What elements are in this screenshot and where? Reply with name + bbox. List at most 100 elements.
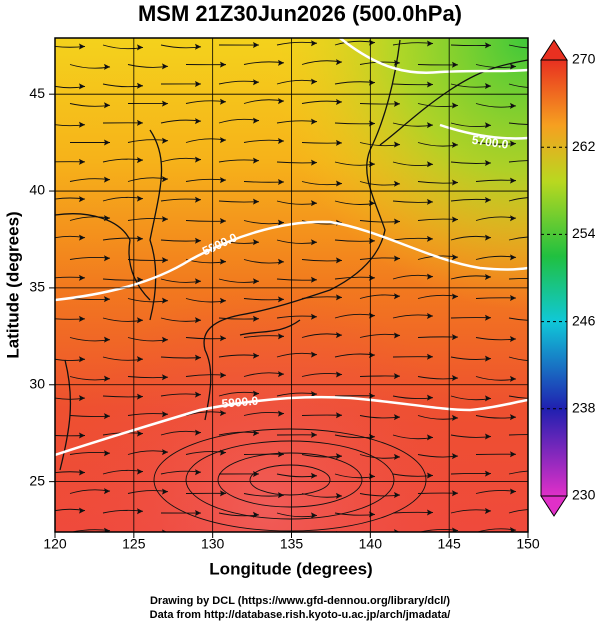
streamline-arrow	[137, 430, 143, 437]
streamline-arrow	[220, 98, 226, 105]
streamline-arrow	[220, 258, 226, 265]
streamline-arrow	[162, 257, 168, 264]
streamline-arrow	[336, 371, 342, 378]
streamline-arrow	[427, 273, 433, 280]
streamline-arrow	[162, 297, 168, 304]
streamline-arrow	[568, 215, 574, 221]
streamline-arrow	[253, 278, 259, 285]
streamline-arrow	[278, 371, 284, 378]
streamline-arrow	[104, 527, 110, 532]
streamline-arrow	[220, 218, 226, 225]
streamline-arrow	[394, 373, 400, 380]
streamline-arrow	[485, 314, 491, 321]
streamline-arrow	[220, 335, 226, 342]
streamline-arrow	[162, 137, 168, 144]
streamline-arrow	[278, 333, 284, 340]
streamline	[217, 452, 363, 508]
streamline-arrow	[452, 453, 458, 460]
streamline-arrow	[137, 276, 143, 283]
colorbar-tick-label: 270	[572, 51, 596, 67]
x-axis-title: Longitude (degrees)	[209, 559, 372, 578]
streamline-arrow	[195, 469, 201, 476]
streamline-arrow	[278, 219, 284, 226]
x-tick-label: 130	[201, 536, 225, 552]
streamline-arrow	[394, 453, 400, 460]
streamline	[244, 533, 284, 537]
streamline-arrow	[427, 509, 433, 516]
streamline-arrow	[162, 374, 168, 381]
credit: Drawing by DCL (https://www.gfd-dennou.o…	[150, 595, 450, 607]
streamline-arrow	[452, 527, 458, 532]
streamline-arrow	[311, 200, 317, 207]
contour-line	[55, 395, 528, 457]
streamline-arrow	[162, 449, 168, 456]
x-tick-label: 145	[437, 536, 461, 552]
streamline-arrow	[220, 410, 226, 417]
streamline-arrow	[427, 394, 433, 401]
streamline	[508, 44, 528, 49]
colorbar	[540, 59, 568, 497]
streamline	[508, 356, 528, 361]
streamline-arrow	[336, 453, 342, 460]
colorbar-tick-label: 238	[572, 400, 596, 416]
x-tick-label: 135	[280, 536, 304, 552]
streamline-arrow	[104, 176, 110, 183]
streamline-arrow	[336, 332, 342, 339]
streamline-arrow	[278, 451, 284, 458]
streamline-arrow	[253, 430, 259, 437]
streamline-arrow	[137, 468, 143, 475]
streamline-arrow	[195, 80, 201, 87]
streamline-arrow	[311, 78, 317, 85]
contour-label: 5700.0	[471, 133, 510, 152]
streamline-arrow	[485, 234, 491, 241]
streamline-arrow	[253, 117, 259, 124]
streamline-arrow	[278, 178, 284, 185]
streamline-arrow	[137, 119, 143, 126]
streamline-arrow	[278, 138, 284, 145]
streamline-arrow	[568, 450, 574, 456]
streamline-arrow	[394, 218, 400, 225]
streamline-arrow	[104, 296, 110, 303]
streamline-arrow	[104, 450, 110, 457]
streamline-arrow	[568, 375, 574, 381]
streamline-arrow	[79, 395, 85, 402]
streamline-arrow	[452, 216, 458, 223]
y-axis-title: Latitude (degrees)	[3, 211, 22, 358]
streamline	[508, 470, 528, 475]
streamline-arrow	[510, 140, 516, 147]
streamline-arrow	[195, 43, 201, 50]
streamline-arrow	[79, 274, 85, 281]
streamline-arrow	[79, 356, 85, 363]
contour-line	[55, 220, 528, 302]
streamline-arrow	[336, 59, 342, 66]
streamline-arrow	[137, 235, 143, 242]
streamline-arrow	[162, 336, 168, 343]
streamline	[302, 533, 342, 535]
streamline-arrow	[452, 490, 458, 497]
y-tick-label: 45	[29, 85, 45, 101]
streamline-arrow	[394, 414, 400, 421]
streamline-arrow	[278, 410, 284, 417]
streamline-arrow	[79, 196, 85, 203]
streamline-arrow	[394, 492, 400, 499]
streamline-arrow	[195, 391, 201, 398]
streamline-arrow	[79, 121, 85, 128]
streamline-arrow	[162, 176, 168, 183]
streamline-arrow	[452, 375, 458, 382]
streamline-arrow	[485, 355, 491, 362]
streamline-arrow	[568, 337, 574, 343]
colorbar-tick-label: 230	[572, 487, 596, 503]
streamline-arrow	[568, 176, 574, 182]
streamline	[153, 428, 427, 532]
streamline-arrow	[253, 315, 259, 322]
streamline-arrow	[137, 317, 143, 324]
streamline-arrow	[195, 510, 201, 517]
streamline-arrow	[485, 122, 491, 129]
streamline-arrow	[510, 451, 516, 458]
streamline-arrow	[311, 118, 317, 125]
streamline	[508, 509, 528, 514]
streamline-arrow	[452, 102, 458, 109]
streamline-arrow	[394, 293, 400, 300]
streamline-arrow	[104, 375, 110, 382]
